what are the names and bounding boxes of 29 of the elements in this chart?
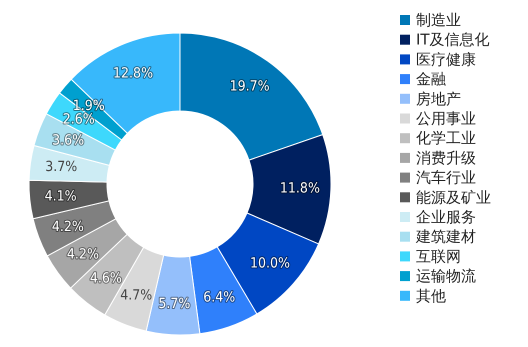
data-label: 4.2%: [52, 218, 84, 235]
data-label: 4.7%: [120, 288, 152, 304]
legend-label: 制造业: [416, 11, 461, 29]
legend-label: 建筑建材: [415, 228, 476, 246]
legend-label: 化学工业: [416, 129, 476, 148]
data-label: 10.0%: [250, 255, 290, 272]
data-label: 19.7%: [230, 78, 270, 94]
legend-label: 金融: [416, 70, 446, 88]
data-label: 11.8%: [280, 180, 320, 197]
legend-label: IT及信息化: [416, 30, 490, 49]
data-label: 4.6%: [90, 270, 122, 286]
legend-label: 运输物流: [416, 267, 476, 286]
legend-label: 汽车行业: [416, 168, 476, 187]
legend-label: 其他: [416, 286, 446, 305]
legend-label: 企业服务: [416, 208, 476, 226]
legend-label: 能源及矿业: [416, 188, 491, 206]
data-label: 3.7%: [45, 159, 78, 176]
legend-label: 房地产: [416, 90, 461, 108]
legend-label: 医疗健康: [416, 50, 476, 68]
data-label: 5.7%: [158, 296, 190, 312]
data-label: 12.8%: [113, 66, 154, 82]
data-label: 4.1%: [44, 188, 77, 204]
data-label: 4.2%: [66, 246, 99, 263]
data-label: 2.6%: [62, 112, 95, 128]
data-label: 3.6%: [52, 132, 84, 149]
legend-label: 消费升级: [416, 148, 476, 167]
data-label: 6.4%: [203, 289, 236, 306]
legend-label: 公用事业: [416, 110, 476, 128]
legend-label: 互联网: [416, 247, 461, 266]
